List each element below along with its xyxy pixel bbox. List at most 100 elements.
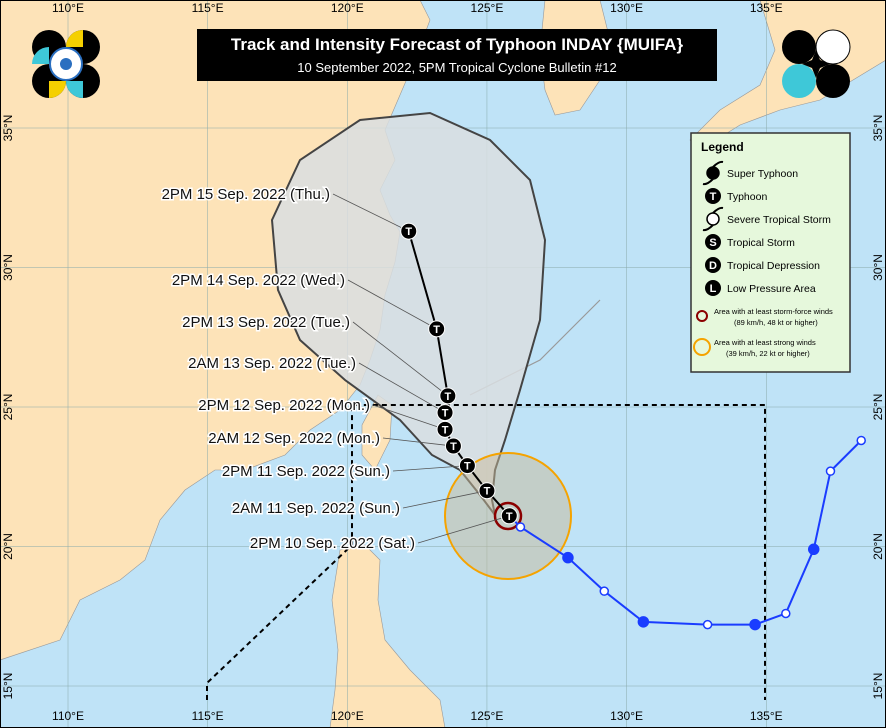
legend-title: Legend [701,140,744,154]
typhoon-marker[interactable]: T [439,387,457,405]
legend-label: Super Typhoon [727,168,798,180]
typhoon-marker[interactable]: T [436,404,454,422]
lat-label: 15°N [871,673,885,700]
svg-text:T: T [442,424,449,436]
legend-label: Severe Tropical Storm [727,214,831,226]
lon-label: 130°E [610,709,643,723]
typhoon-marker[interactable]: T [444,437,462,455]
past-position-marker [599,586,610,596]
lon-label: 110°E [52,709,84,723]
past-position-marker [515,522,526,532]
svg-text:T: T [710,191,717,203]
svg-text:T: T [405,226,412,238]
past-position-marker [856,435,866,446]
lon-label: 135°E [750,709,783,723]
legend-label: Low Pressure Area [727,283,816,295]
lon-label: 110°E [52,1,84,15]
super-typhoon-icon [706,166,720,180]
legend-item: Super Typhoon [702,160,798,186]
forecast-labels: 2PM 10 Sep. 2022 (Sat.) 2AM 11 Sep. 2022 … [160,185,416,554]
leader-line [352,321,449,397]
legend-label: Tropical Storm [727,237,795,249]
forecast-cone [270,111,547,516]
leader-line [372,404,446,430]
typhoon-marker[interactable]: T [400,222,418,240]
past-position-marker [749,618,761,631]
philippine-area-of-responsibility [206,404,766,700]
lat-label: 20°N [871,533,885,560]
typhoon-marker[interactable]: T [478,482,496,500]
title-box: Track and Intensity Forecast of Typhoon … [197,29,717,81]
typhoon-marker[interactable]: T [428,320,446,338]
leader-line [402,490,488,509]
lat-label: 25°N [871,394,885,421]
svg-text:T: T [444,391,451,403]
svg-text:T: T [484,486,491,498]
past-position-marker [825,466,836,476]
typhoon-marker[interactable]: T [500,507,518,525]
lon-label: 120°E [331,709,364,723]
legend-storm-force-line2: (89 km/h, 48 kt or higher) [734,318,818,327]
storm-force-winds-area [493,501,523,531]
lat-label: 35°N [871,115,885,142]
svg-text:T: T [464,461,471,473]
forecast-time-label: 2AM 11 Sep. 2022 (Sun.) [232,500,400,517]
legend-item: S Tropical Storm [705,234,795,250]
pagasa-logo [32,30,100,98]
svg-text:T: T [450,441,457,453]
svg-text:T: T [433,324,440,336]
legend-L-icon [705,280,721,296]
legend-T-icon [705,188,721,204]
lat-label: 20°N [1,533,15,560]
past-track [508,435,866,631]
legend-item: T Typhoon [705,188,767,204]
luzon [329,544,446,728]
svg-text:D: D [709,260,717,272]
lon-label: 115°E [192,1,224,15]
legend-item: D Tropical Depression [705,257,820,273]
lat-label: 30°N [1,254,15,281]
forecast-time-label: 2PM 10 Sep. 2022 (Sat.) [250,535,415,552]
label-leader-lines [332,193,510,544]
leader-line [358,362,446,413]
severe-tropical-storm-icon [706,212,720,226]
lat-label: 15°N [1,673,15,700]
legend-S-icon [705,234,721,250]
storm-force-legend-icon [696,310,708,322]
forecast-time-label: 2AM 12 Sep. 2022 (Mon.) [208,430,380,447]
past-position-marker [702,619,713,630]
leader-line [417,515,510,544]
past-position-marker [562,551,574,564]
legend-label: Typhoon [727,191,767,203]
forecast-time-label: 2AM 13 Sep. 2022 (Tue.) [188,355,356,372]
lat-label: 35°N [1,115,15,142]
legend-storm-force-line1: Area with at least storm-force winds [714,307,833,316]
leader-line [392,465,468,472]
typhoon-marker[interactable]: T [436,420,454,438]
forecast-time-label: 2PM 11 Sep. 2022 (Sun.) [222,463,390,480]
past-position-marker [807,543,820,556]
legend: Legend Super Typhoon T Typhoon Severe Tropi… [690,132,851,373]
svg-text:T: T [506,511,513,523]
lon-label: 135°E [750,1,783,15]
past-position-marker [637,616,650,628]
typhoon-marker[interactable]: T [458,457,476,475]
forecast-time-label: 2PM 14 Sep. 2022 (Wed.) [172,272,345,289]
map-title: Track and Intensity Forecast of Typhoon … [231,35,684,54]
lon-label: 115°E [192,709,224,723]
leader-line [332,193,409,232]
svg-text:T: T [442,408,449,420]
lon-label: 125°E [471,1,504,15]
lon-label: 125°E [471,709,504,723]
dost-logo [782,29,851,98]
svg-text:S: S [709,237,716,249]
legend-item: L Low Pressure Area [705,280,816,296]
forecast-time-label: 2PM 13 Sep. 2022 (Tue.) [182,314,350,331]
legend-item: Severe Tropical Storm [702,206,831,232]
forecast-time-label: 2PM 12 Sep. 2022 (Mon.) [198,397,370,414]
map-subtitle: 10 September 2022, 5PM Tropical Cyclone … [297,60,616,75]
lat-label: 25°N [1,394,15,421]
